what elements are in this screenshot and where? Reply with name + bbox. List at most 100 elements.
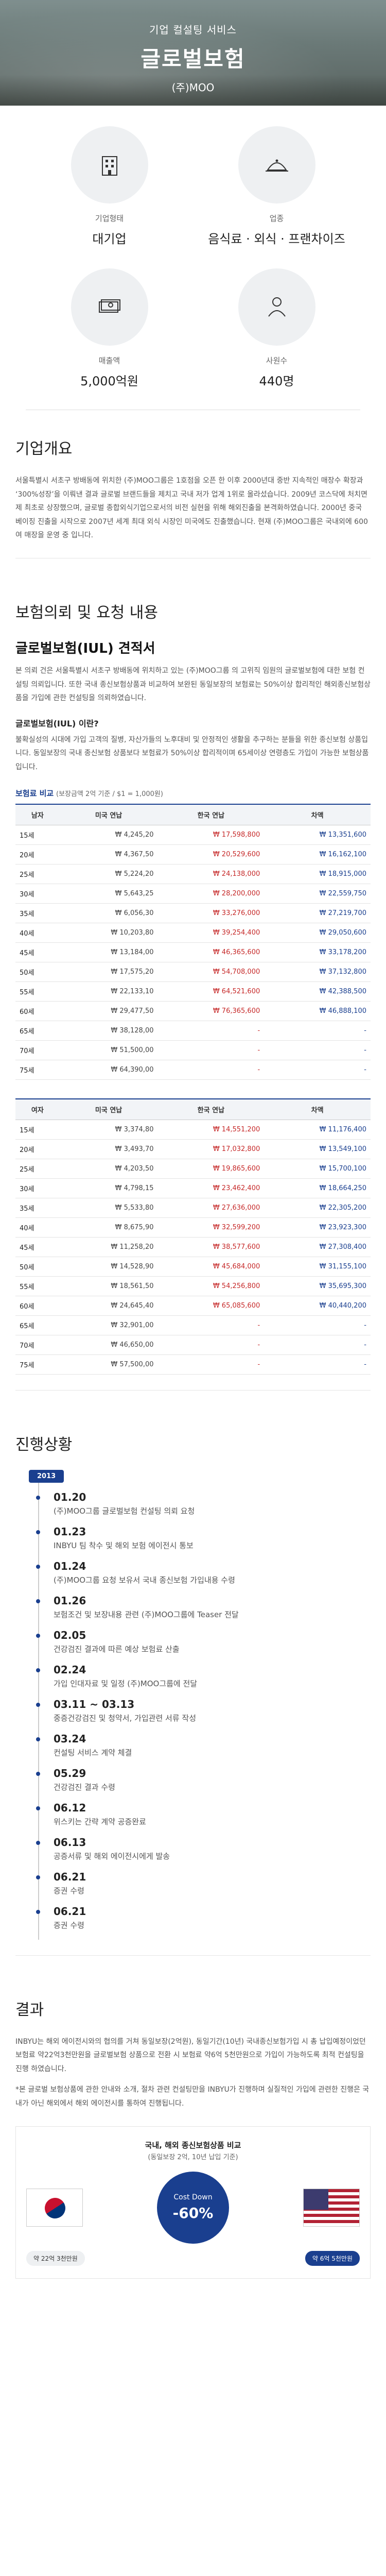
column-header: 한국 연납 — [157, 1098, 265, 1120]
iul-body: 불확실성의 시대에 가입 고객의 질병, 자산가들의 노후대비 및 안정적인 생… — [15, 735, 369, 771]
value-cell: ₩ 17,032,800 — [157, 1139, 265, 1159]
table-row: 30세 ₩ 4,798,15 ₩ 23,462,400 ₩ 18,664,250 — [15, 1178, 371, 1198]
table-row: 15세 ₩ 4,245,20 ₩ 17,598,800 ₩ 13,351,600 — [15, 825, 371, 845]
age-cell: 70세 — [15, 1335, 60, 1355]
timeline-event: 01.26 보험조건 및 보장내용 관련 (주)MOO그룹에 Teaser 전달 — [36, 1594, 371, 1629]
table-row: 55세 ₩ 22,133,10 ₩ 64,521,600 ₩ 42,388,500 — [15, 981, 371, 1002]
info-value: 대기업 — [92, 232, 127, 246]
table-row: 15세 ₩ 3,374,80 ₩ 14,551,200 ₩ 11,176,400 — [15, 1120, 371, 1140]
value-cell: ₩ 18,915,000 — [264, 864, 371, 884]
value-cell: - — [264, 1354, 371, 1375]
timeline-event: 02.24 가입 인대자료 및 일정 (주)MOO그룹에 전달 — [36, 1664, 371, 1698]
value-cell: ₩ 24,138,000 — [157, 864, 265, 884]
event-date: 06.21 — [54, 1870, 86, 1883]
value-cell: ₩ 37,132,800 — [264, 962, 371, 982]
event-description: 건강검진 결과 수령 — [54, 1782, 115, 1792]
korea-flag-icon — [26, 2188, 83, 2227]
result-heading: 결과 — [15, 2001, 44, 2019]
age-cell: 40세 — [15, 1217, 60, 1238]
hero-company: (주)MOO — [171, 81, 215, 94]
table-row: 60세 ₩ 29,477,50 ₩ 76,365,600 ₩ 46,888,100 — [15, 1001, 371, 1021]
value-cell: ₩ 42,388,500 — [264, 981, 371, 1002]
timeline-event: 06.21 증권 수령 — [36, 1905, 371, 1940]
divider — [15, 1955, 371, 1956]
event-description: 공증서류 및 해외 에이전시에게 발송 — [54, 1851, 170, 1861]
age-cell: 20세 — [15, 1139, 60, 1159]
value-cell: ₩ 4,203,50 — [59, 1159, 158, 1179]
company-info-section: 기업형태 대기업 업종 음식료 · 외식 · 프랜차이즈 매출액 5,000억원… — [0, 106, 386, 420]
overview-section: 기업개요 서울특별시 서초구 방배동에 위치한 (주)MOO그룹은 1호점을 오… — [0, 420, 386, 584]
value-cell: ₩ 64,521,600 — [157, 981, 265, 1002]
age-cell: 70세 — [15, 1040, 60, 1060]
value-cell: ₩ 3,493,70 — [59, 1139, 158, 1159]
event-date: 01.26 — [54, 1594, 86, 1607]
value-cell: ₩ 22,305,200 — [264, 1198, 371, 1218]
event-date: 06.12 — [54, 1801, 86, 1814]
value-cell: ₩ 45,684,000 — [157, 1257, 265, 1277]
overview-body: 서울특별시 서초구 방배동에 위치한 (주)MOO그룹은 1호점을 오픈 한 이… — [15, 477, 368, 540]
event-description: 중증건강검진 및 청약서, 가입관련 서류 작성 — [54, 1713, 197, 1723]
value-cell: ₩ 17,598,800 — [157, 825, 265, 845]
event-date: 02.05 — [54, 1629, 86, 1641]
age-cell: 30세 — [15, 1178, 60, 1198]
timeline-event: 06.13 공증서류 및 해외 에이전시에게 발송 — [36, 1836, 371, 1871]
table-row: 35세 ₩ 5,533,80 ₩ 27,636,000 ₩ 22,305,200 — [15, 1198, 371, 1218]
table-row: 20세 ₩ 3,493,70 ₩ 17,032,800 ₩ 13,549,100 — [15, 1139, 371, 1159]
age-cell: 35세 — [15, 1198, 60, 1218]
value-cell: ₩ 32,599,200 — [157, 1217, 265, 1238]
value-cell: ₩ 40,440,200 — [264, 1296, 371, 1316]
report-heading: 보험의뢰 및 요청 내용 — [15, 603, 159, 622]
year-badge: 2013 — [29, 1469, 64, 1483]
value-cell: - — [157, 1335, 265, 1355]
column-header: 여자 — [15, 1098, 60, 1120]
event-description: (주)MOO그룹 글로벌보험 컨설팅 의뢰 요청 — [54, 1506, 195, 1516]
value-cell: ₩ 18,664,250 — [264, 1178, 371, 1198]
value-cell: ₩ 51,500,00 — [59, 1040, 158, 1060]
table-row: 70세 ₩ 46,650,00- - — [15, 1335, 371, 1355]
table-row: 20세 ₩ 4,367,50 ₩ 20,529,600 ₩ 16,162,100 — [15, 844, 371, 865]
dish-cloche-icon — [238, 126, 315, 204]
timeline-event: 03.11 ~ 03.13 중증건강검진 및 청약서, 가입관련 서류 작성 — [36, 1698, 371, 1733]
result-note: *본 글로벌 보험상품에 관한 안내와 소개, 절차 관련 컨설팅만을 INBY… — [15, 2086, 370, 2108]
value-cell: - — [264, 1335, 371, 1355]
value-cell: ₩ 14,528,90 — [59, 1257, 158, 1277]
info-value: 5,000억원 — [80, 374, 138, 388]
chart-subtitle: (동일보장 2억, 10년 납입 기준) — [148, 2153, 238, 2161]
info-revenue: 매출액 5,000억원 — [26, 268, 193, 389]
age-cell: 30세 — [15, 884, 60, 904]
column-header: 남자 — [15, 803, 60, 825]
event-description: 컨설팅 서비스 계약 체결 — [54, 1748, 132, 1757]
timeline-event: 01.24 (주)MOO그룹 요청 보유서 국내 종신보험 가입내용 수령 — [36, 1560, 371, 1595]
table-row: 45세 ₩ 13,184,00 ₩ 46,365,600 ₩ 33,178,200 — [15, 942, 371, 962]
value-cell: ₩ 23,923,300 — [264, 1217, 371, 1238]
hero-banner: 기업 컬설팅 서비스 글로벌보험 (주)MOO — [0, 0, 386, 106]
value-cell: ₩ 33,276,000 — [157, 903, 265, 923]
table-row: 65세 ₩ 38,128,00- - — [15, 1021, 371, 1041]
value-cell: ₩ 46,888,100 — [264, 1001, 371, 1021]
event-date: 01.20 — [54, 1490, 86, 1503]
info-label: 업종 — [269, 214, 284, 223]
age-cell: 55세 — [15, 1276, 60, 1296]
company-info-grid: 기업형태 대기업 업종 음식료 · 외식 · 프랜차이즈 매출액 5,000억원… — [26, 126, 360, 389]
value-cell: ₩ 13,351,600 — [264, 825, 371, 845]
timeline-events: 01.20 (주)MOO그룹 글로벌보험 컨설팅 의뢰 요청 01.23 INBYU … — [36, 1490, 371, 1940]
value-cell: ₩ 39,254,400 — [157, 923, 265, 943]
value-cell: ₩ 23,462,400 — [157, 1178, 265, 1198]
chart-title: 국내, 해외 종신보험상품 비교 — [145, 2140, 241, 2150]
age-cell: 75세 — [15, 1060, 60, 1080]
table-header-row: 여자 미국 연납 한국 연납 차액 — [15, 1098, 371, 1120]
event-date: 03.11 ~ 03.13 — [54, 1698, 135, 1710]
event-date: 01.24 — [54, 1560, 86, 1572]
report-section: 보험의뢰 및 요청 내용 글로벌보험(IUL) 견적서 본 의뢰 건은 서울특별… — [0, 584, 386, 1416]
event-description: 건강검진 결과에 따른 예상 보험료 산출 — [54, 1644, 180, 1654]
table-row: 45세 ₩ 11,258,20 ₩ 38,577,600 ₩ 27,308,400 — [15, 1237, 371, 1257]
banknotes-icon — [71, 268, 148, 346]
timeline-event: 05.29 건강검진 결과 수령 — [36, 1767, 371, 1802]
value-cell: ₩ 11,176,400 — [264, 1120, 371, 1140]
value-cell: - — [157, 1354, 265, 1375]
age-cell: 25세 — [15, 864, 60, 884]
age-cell: 25세 — [15, 1159, 60, 1179]
table-row: 75세 ₩ 64,390,00- - — [15, 1060, 371, 1080]
value-cell: - — [264, 1021, 371, 1041]
chart-row: Cost Down -60% — [26, 2171, 360, 2244]
